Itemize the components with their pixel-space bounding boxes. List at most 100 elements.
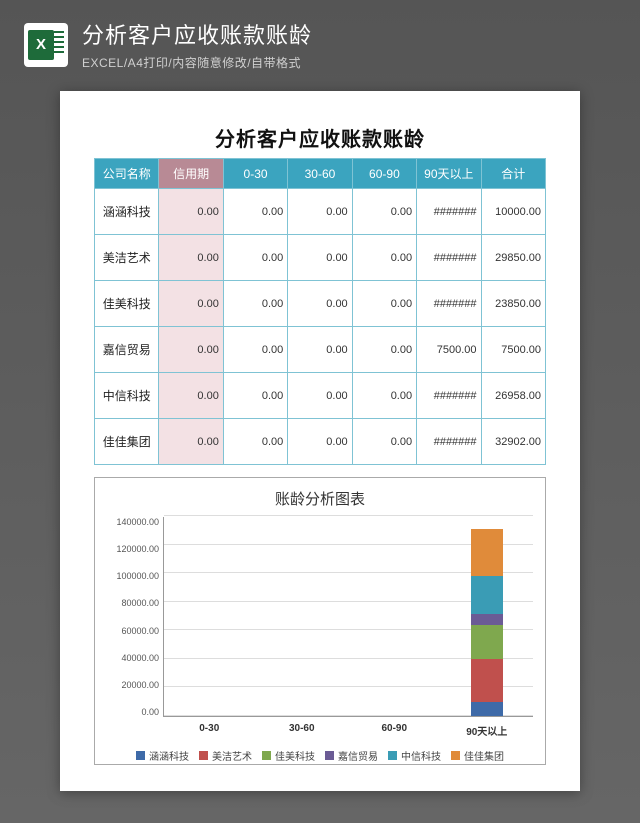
y-tick-label: 120000.00 [107, 544, 159, 554]
cell-0-30: 0.00 [223, 235, 287, 281]
chart-container: 账龄分析图表 140000.00 120000.00 100000.00 80000.… [94, 477, 546, 765]
cell-0-30: 0.00 [223, 189, 287, 235]
cell-company: 中信科技 [95, 373, 159, 419]
chart-plot [163, 517, 533, 717]
cell-0-30: 0.00 [223, 373, 287, 419]
cell-company: 嘉信贸易 [95, 327, 159, 373]
x-tick-label: 0-30 [163, 723, 256, 738]
table-header-row: 公司名称 信用期 0-30 30-60 60-90 90天以上 合计 [95, 159, 546, 189]
y-tick-label: 40000.00 [107, 653, 159, 663]
cell-company: 佳美科技 [95, 281, 159, 327]
cell-0-30: 0.00 [223, 281, 287, 327]
cell-0-30: 0.00 [223, 327, 287, 373]
x-tick-label: 60-90 [348, 723, 441, 738]
chart-area: 140000.00 120000.00 100000.00 80000.00 60000… [107, 517, 533, 717]
cell-credit: 0.00 [159, 327, 223, 373]
legend-swatch [136, 751, 145, 760]
col-credit: 信用期 [159, 159, 223, 189]
legend-label: 涵涵科技 [149, 748, 189, 763]
cell-90p: ####### [417, 419, 481, 465]
cell-total: 23850.00 [481, 281, 545, 327]
cell-total: 32902.00 [481, 419, 545, 465]
cell-30-60: 0.00 [288, 235, 352, 281]
cell-total: 7500.00 [481, 327, 545, 373]
legend-item: 佳佳集团 [451, 748, 504, 763]
cell-30-60: 0.00 [288, 189, 352, 235]
excel-icon: X [24, 23, 68, 67]
excel-x-badge: X [28, 30, 54, 60]
legend-swatch [325, 751, 334, 760]
bar-segment [471, 576, 503, 615]
cell-30-60: 0.00 [288, 419, 352, 465]
legend-swatch [199, 751, 208, 760]
cell-total: 26958.00 [481, 373, 545, 419]
x-tick-label: 90天以上 [441, 723, 534, 738]
y-axis: 140000.00 120000.00 100000.00 80000.00 60000… [107, 517, 163, 717]
cell-60-90: 0.00 [352, 281, 416, 327]
cell-credit: 0.00 [159, 373, 223, 419]
app-header: X 分析客户应收账款账龄 EXCEL/A4打印/内容随意修改/自带格式 [0, 0, 640, 83]
legend-swatch [388, 751, 397, 760]
table-row: 佳美科技0.000.000.000.00#######23850.00 [95, 281, 546, 327]
cell-60-90: 0.00 [352, 189, 416, 235]
bar-segment [471, 659, 503, 702]
table-row: 中信科技0.000.000.000.00#######26958.00 [95, 373, 546, 419]
cell-company: 佳佳集团 [95, 419, 159, 465]
table-row: 佳佳集团0.000.000.000.00#######32902.00 [95, 419, 546, 465]
x-tick-label: 30-60 [256, 723, 349, 738]
sheet-lines-icon [54, 31, 64, 53]
cell-total: 10000.00 [481, 189, 545, 235]
bar-stack [471, 529, 503, 716]
cell-60-90: 0.00 [352, 373, 416, 419]
bar-segment [471, 702, 503, 716]
cell-credit: 0.00 [159, 281, 223, 327]
table-row: 美洁艺术0.000.000.000.00#######29850.00 [95, 235, 546, 281]
col-30-60: 30-60 [288, 159, 352, 189]
cell-credit: 0.00 [159, 419, 223, 465]
y-tick-label: 80000.00 [107, 598, 159, 608]
cell-0-30: 0.00 [223, 419, 287, 465]
legend-item: 中信科技 [388, 748, 441, 763]
legend-swatch [262, 751, 271, 760]
legend-item: 嘉信贸易 [325, 748, 378, 763]
y-tick-label: 140000.00 [107, 517, 159, 527]
gridline [164, 515, 533, 516]
y-tick-label: 0.00 [107, 707, 159, 717]
x-axis-labels: 0-3030-6060-9090天以上 [163, 723, 533, 738]
cell-30-60: 0.00 [288, 281, 352, 327]
cell-company: 美洁艺术 [95, 235, 159, 281]
cell-30-60: 0.00 [288, 373, 352, 419]
table-body: 涵涵科技0.000.000.000.00#######10000.00美洁艺术0… [95, 189, 546, 465]
legend-item: 美洁艺术 [199, 748, 252, 763]
y-tick-label: 60000.00 [107, 626, 159, 636]
aging-table: 公司名称 信用期 0-30 30-60 60-90 90天以上 合计 涵涵科技0… [94, 158, 546, 465]
legend-item: 佳美科技 [262, 748, 315, 763]
col-60-90: 60-90 [352, 159, 416, 189]
bar-segment [471, 614, 503, 625]
legend-label: 嘉信贸易 [338, 748, 378, 763]
legend-label: 美洁艺术 [212, 748, 252, 763]
document-page: 分析客户应收账款账龄 公司名称 信用期 0-30 30-60 60-90 90天… [60, 91, 580, 791]
chart-title: 账龄分析图表 [107, 488, 533, 509]
cell-60-90: 0.00 [352, 235, 416, 281]
cell-60-90: 0.00 [352, 327, 416, 373]
col-company: 公司名称 [95, 159, 159, 189]
cell-60-90: 0.00 [352, 419, 416, 465]
col-90p: 90天以上 [417, 159, 481, 189]
cell-total: 29850.00 [481, 235, 545, 281]
cell-company: 涵涵科技 [95, 189, 159, 235]
legend-label: 中信科技 [401, 748, 441, 763]
legend-item: 涵涵科技 [136, 748, 189, 763]
cell-90p: ####### [417, 235, 481, 281]
header-text: 分析客户应收账款账龄 EXCEL/A4打印/内容随意修改/自带格式 [82, 18, 312, 71]
sheet-title: 分析客户应收账款账龄 [94, 123, 546, 152]
cell-credit: 0.00 [159, 235, 223, 281]
chart-legend: 涵涵科技 美洁艺术佳美科技 嘉信贸易 中信科技佳佳集团 [107, 748, 533, 763]
cell-30-60: 0.00 [288, 327, 352, 373]
bar-segment [471, 529, 503, 576]
table-row: 涵涵科技0.000.000.000.00#######10000.00 [95, 189, 546, 235]
y-tick-label: 100000.00 [107, 571, 159, 581]
bar-segment [471, 625, 503, 659]
cell-90p: ####### [417, 189, 481, 235]
table-row: 嘉信贸易0.000.000.000.007500.007500.00 [95, 327, 546, 373]
